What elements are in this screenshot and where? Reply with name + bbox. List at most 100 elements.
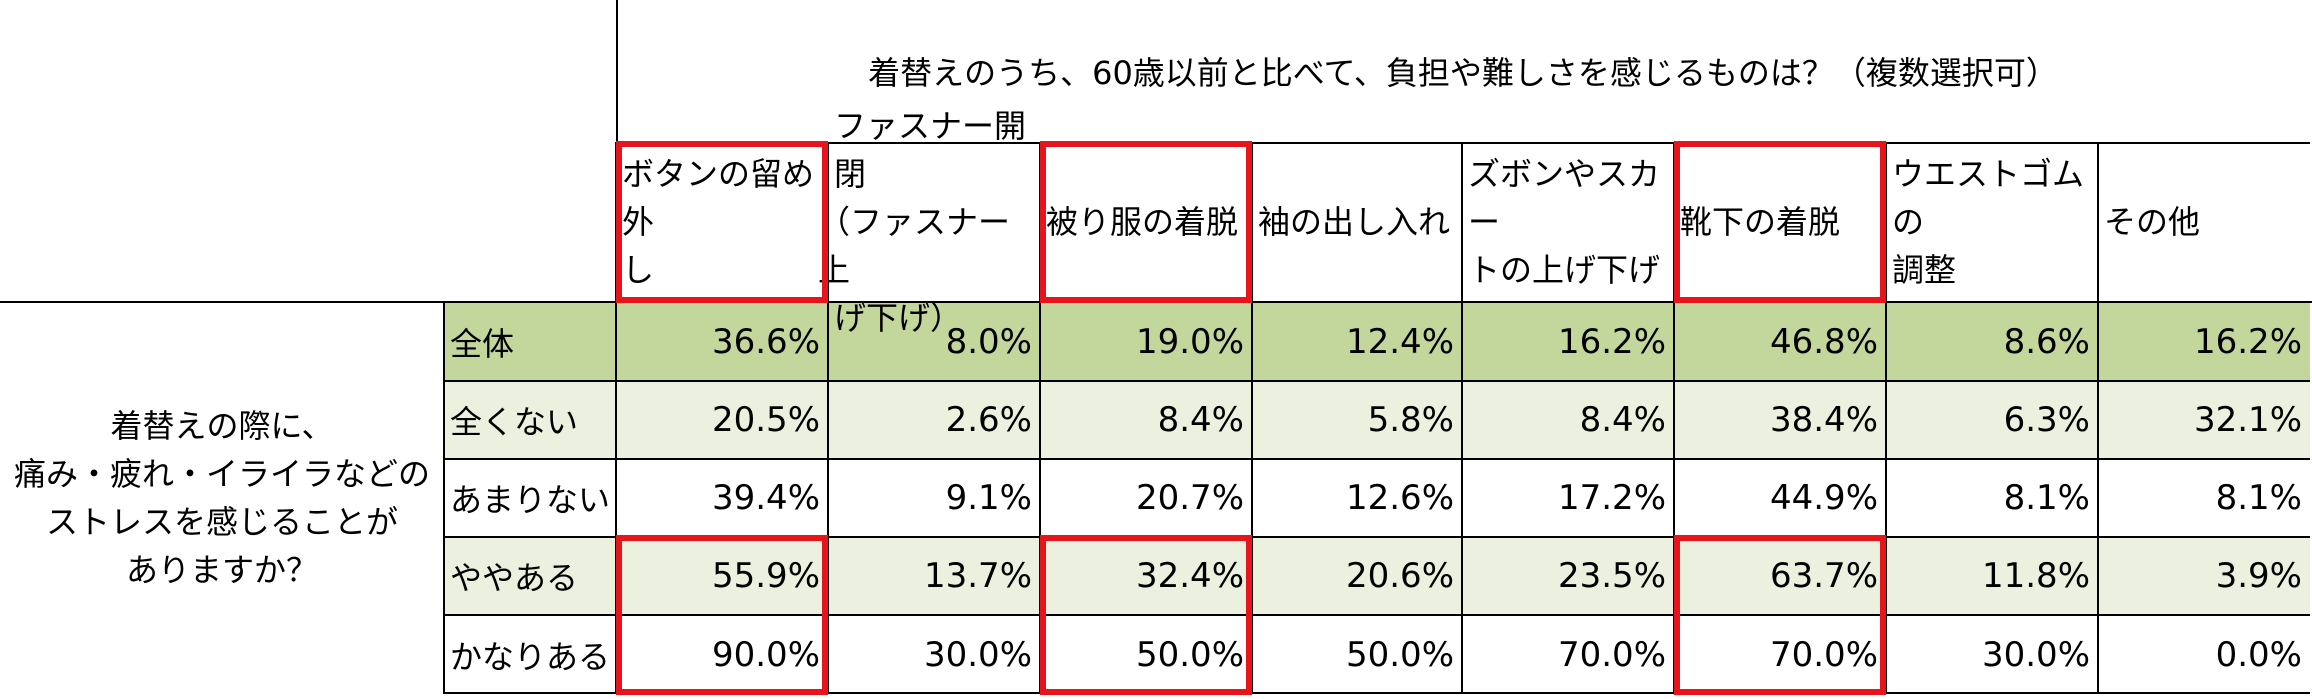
value-cell: 20.5% <box>616 381 828 459</box>
row-background <box>444 459 2310 537</box>
column-header-line: ウエストゴムの <box>1892 155 2085 241</box>
value-cell: 8.4% <box>1040 381 1252 459</box>
value-text: 16.2% <box>2193 321 2302 362</box>
column-header-line: （ファスナー上 <box>818 203 1011 289</box>
value-text: 5.8% <box>1367 400 1454 440</box>
column-header-line: その他 <box>2104 203 2201 241</box>
value-cell: 12.4% <box>1252 302 1462 381</box>
row-label-text: ややある <box>450 559 579 597</box>
value-text: 20.6% <box>1345 556 1454 596</box>
row-label: 全くない <box>444 381 616 459</box>
value-text: 3.9% <box>2215 556 2302 596</box>
value-text: 50.0% <box>1135 634 1244 675</box>
value-cell: 20.6% <box>1252 537 1462 615</box>
value-text: 0.0% <box>2215 634 2302 675</box>
grid-line <box>1885 302 1887 694</box>
row-question-line: 着替えの際に、 <box>110 407 334 445</box>
column-header: その他 <box>2098 142 2310 302</box>
row-label: かなりある <box>444 615 616 694</box>
value-text: 38.4% <box>1769 400 1878 440</box>
column-header-line: 袖の出し入れ <box>1258 203 1451 241</box>
value-cell: 16.2% <box>1462 302 1674 381</box>
value-cell: 90.0% <box>616 615 828 694</box>
value-text: 36.6% <box>711 321 820 362</box>
row-question-line: 痛み・疲れ・イライラなどの <box>13 455 430 493</box>
table-title: 着替えのうち、60歳以前と比べて、負担や難しさを感じるものは？（複数選択可） <box>616 0 2310 142</box>
row-question-line: ストレスを感じることが <box>45 503 398 541</box>
grid-line <box>615 142 617 694</box>
column-header-line: ズボンやスカー <box>1468 155 1661 241</box>
value-cell: 32.4% <box>1040 537 1252 615</box>
column-header-label: 被り服の着脱 <box>1046 198 1238 246</box>
grid-line <box>1673 142 1675 302</box>
column-header-line: トの上げ下げ <box>1468 251 1661 289</box>
column-header-label: 靴下の着脱 <box>1680 198 1840 246</box>
grid-line <box>444 458 2310 460</box>
grid-line <box>1461 302 1463 694</box>
row-question-line: ありますか？ <box>125 551 318 589</box>
column-header-label: ファスナー開閉 （ファスナー上 げ下げ） <box>818 102 1040 342</box>
value-text: 55.9% <box>711 556 820 596</box>
row-question: 着替えの際に、痛み・疲れ・イライラなどの ストレスを感じることが ありますか？ <box>0 302 444 694</box>
value-text: 39.4% <box>711 478 820 518</box>
value-text: 70.0% <box>1769 634 1878 675</box>
value-text: 32.4% <box>1135 556 1244 596</box>
row-background <box>444 615 2310 694</box>
row-label-text: 全くない <box>450 403 579 441</box>
grid-line <box>1885 142 1887 302</box>
column-header: ファスナー開閉 （ファスナー上 げ下げ） <box>818 107 1040 337</box>
grid-line <box>827 302 829 694</box>
value-text: 8.6% <box>2003 321 2090 362</box>
row-label: ややある <box>444 537 616 615</box>
column-header: 被り服の着脱 <box>1040 142 1252 302</box>
grid-line <box>1251 142 1253 302</box>
value-text: 50.0% <box>1345 634 1454 675</box>
value-cell: 36.6% <box>616 302 828 381</box>
row-label: 全体 <box>444 302 616 381</box>
value-cell: 6.3% <box>1886 381 2098 459</box>
value-text: 23.5% <box>1557 556 1666 596</box>
row-label-text: あまりない <box>450 481 611 519</box>
value-cell: 50.0% <box>1040 615 1252 694</box>
grid-line <box>616 142 2310 144</box>
value-cell: 11.8% <box>1886 537 2098 615</box>
column-header-line: し <box>622 251 655 289</box>
value-text: 12.4% <box>1345 321 1454 362</box>
column-header-label: ウエストゴムの 調整 <box>1892 150 2098 294</box>
grid-line <box>444 692 2310 694</box>
grid-line <box>443 302 445 694</box>
value-cell: 23.5% <box>1462 537 1674 615</box>
grid-line <box>1039 142 1041 302</box>
value-cell: 70.0% <box>1462 615 1674 694</box>
value-text: 8.0% <box>945 321 1032 362</box>
row-label-text: 全体 <box>450 324 515 363</box>
column-header: 袖の出し入れ <box>1252 142 1462 302</box>
value-text: 44.9% <box>1769 478 1878 518</box>
grid-line <box>444 536 2310 538</box>
column-header-line: ファスナー開閉 <box>834 107 1027 193</box>
grid-line <box>1039 302 1041 694</box>
value-cell: 2.6% <box>828 381 1040 459</box>
row-label: あまりない <box>444 459 616 537</box>
column-header-line: 靴下の着脱 <box>1680 203 1841 241</box>
grid-line <box>1673 302 1675 694</box>
grid-line <box>2097 142 2099 302</box>
column-header: 靴下の着脱 <box>1674 142 1886 302</box>
value-cell: 30.0% <box>1886 615 2098 694</box>
column-header-label: 袖の出し入れ <box>1258 198 1450 246</box>
value-cell: 50.0% <box>1252 615 1462 694</box>
value-text: 20.7% <box>1135 478 1244 518</box>
column-header-line: 調整 <box>1892 251 1957 289</box>
value-cell: 39.4% <box>616 459 828 537</box>
value-cell: 5.8% <box>1252 381 1462 459</box>
value-text: 8.4% <box>1579 400 1666 440</box>
grid-line <box>444 614 2310 616</box>
value-cell: 8.6% <box>1886 302 2098 381</box>
row-background <box>444 537 2310 615</box>
column-header: ボタンの留め外し <box>616 142 828 302</box>
value-cell: 8.0% <box>828 302 1040 381</box>
value-cell: 44.9% <box>1674 459 1886 537</box>
grid-line <box>444 380 2310 382</box>
grid-line <box>0 301 2312 303</box>
value-cell: 0.0% <box>2098 615 2310 694</box>
